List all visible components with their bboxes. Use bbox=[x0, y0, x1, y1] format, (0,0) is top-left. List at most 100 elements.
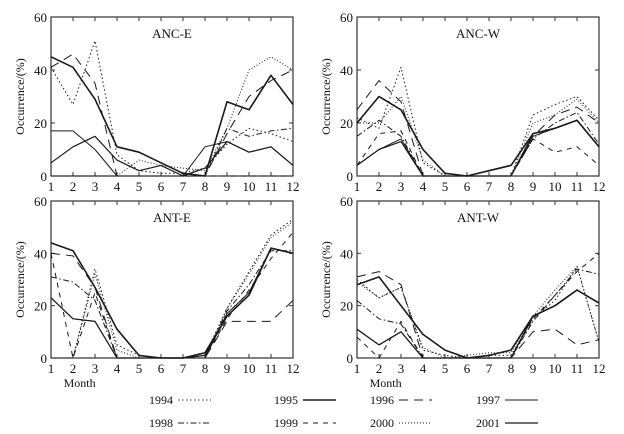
y-tick-label: 60 bbox=[34, 194, 47, 209]
x-tick-label: 10 bbox=[243, 361, 256, 376]
legend-label: 2000 bbox=[370, 416, 394, 430]
x-tick-label: 3 bbox=[398, 361, 405, 376]
series-line-1998 bbox=[356, 268, 600, 359]
panel-anc-e: 1 2 3 4 5 6 7 8 9 10 11 120204060Occurrence/(%)ANC-… bbox=[13, 10, 300, 194]
series-line-1998 bbox=[50, 250, 293, 359]
x-tick-label: 4 bbox=[114, 361, 121, 376]
y-tick-label: 40 bbox=[340, 63, 353, 78]
x-tick-label: 1 bbox=[48, 361, 55, 376]
series-line-1995 bbox=[356, 95, 600, 177]
series-line-1999 bbox=[50, 232, 294, 359]
series-line-1994 bbox=[50, 40, 294, 174]
x-tick-label: 6 bbox=[158, 361, 165, 376]
x-tick-label: 2 bbox=[70, 361, 77, 376]
y-tick-label: 60 bbox=[340, 194, 353, 209]
y-tick-label: 20 bbox=[34, 116, 47, 131]
x-tick-label: 6 bbox=[464, 361, 471, 376]
x-tick-label: 12 bbox=[287, 361, 300, 376]
legend-label: 1997 bbox=[476, 393, 500, 407]
x-tick-label: 9 bbox=[530, 361, 537, 376]
x-tick-label: 4 bbox=[114, 179, 121, 194]
y-tick-label: 60 bbox=[34, 10, 47, 25]
series-line-2000 bbox=[51, 221, 294, 359]
panel-title: ANC-E bbox=[152, 26, 192, 41]
series-line-1994 bbox=[356, 66, 600, 177]
x-tick-label: 5 bbox=[136, 179, 143, 194]
y-tick-label: 20 bbox=[34, 299, 47, 314]
series-line-1997 bbox=[51, 130, 294, 177]
x-tick-label: 12 bbox=[593, 361, 606, 376]
y-axis-label: Occurrence/(%) bbox=[319, 58, 333, 135]
x-tick-label: 10 bbox=[549, 361, 562, 376]
x-tick-label: 8 bbox=[508, 361, 515, 376]
x-tick-label: 7 bbox=[180, 361, 187, 376]
x-tick-label: 10 bbox=[243, 179, 256, 194]
x-tick-label: 3 bbox=[398, 179, 405, 194]
y-tick-label: 40 bbox=[34, 63, 47, 78]
x-tick-label: 11 bbox=[571, 361, 584, 376]
x-tick-label: 2 bbox=[376, 179, 383, 194]
y-tick-label: 0 bbox=[347, 351, 354, 366]
y-tick-label: 40 bbox=[340, 246, 353, 261]
legend-label: 1995 bbox=[274, 393, 298, 407]
y-tick-label: 0 bbox=[41, 351, 48, 366]
x-axis-label: Month bbox=[370, 376, 402, 390]
x-tick-label: 11 bbox=[571, 179, 584, 194]
y-tick-label: 60 bbox=[340, 10, 353, 25]
x-tick-label: 8 bbox=[508, 179, 515, 194]
legend-item-1996: 1996 bbox=[370, 393, 432, 407]
y-tick-label: 0 bbox=[347, 169, 354, 184]
y-tick-label: 20 bbox=[340, 299, 353, 314]
legend-item-1997: 1997 bbox=[476, 393, 538, 407]
series-line-1999 bbox=[356, 252, 600, 359]
legend-label: 1998 bbox=[149, 416, 173, 430]
series-line-2001 bbox=[50, 135, 294, 177]
x-tick-label: 11 bbox=[265, 361, 278, 376]
legend-item-1999: 1999 bbox=[274, 416, 336, 430]
legend-label: 1999 bbox=[274, 416, 298, 430]
x-tick-label: 5 bbox=[442, 179, 449, 194]
series-line-1996 bbox=[356, 80, 600, 177]
x-tick-label: 6 bbox=[158, 179, 165, 194]
series-line-1997 bbox=[356, 119, 600, 177]
series-line-2000 bbox=[357, 96, 600, 177]
x-tick-label: 8 bbox=[202, 179, 209, 194]
x-tick-label: 10 bbox=[549, 179, 562, 194]
y-axis-label: Occurrence/(%) bbox=[13, 241, 27, 318]
x-tick-label: 1 bbox=[48, 179, 55, 194]
legend-label: 1996 bbox=[370, 393, 394, 407]
legend: 1994 1995 1996 1997 1998 1999 2000 2001 bbox=[149, 393, 538, 430]
y-axis-label: Occurrence/(%) bbox=[13, 58, 27, 135]
series-line-2001 bbox=[50, 247, 294, 359]
x-tick-label: 6 bbox=[464, 179, 471, 194]
series-line-2001 bbox=[356, 289, 600, 359]
panel-title: ANT-W bbox=[457, 210, 500, 225]
series-line-1995 bbox=[50, 56, 294, 177]
x-tick-label: 5 bbox=[442, 361, 449, 376]
panel-title: ANT-E bbox=[153, 210, 191, 225]
series-line-1996 bbox=[356, 271, 600, 359]
series-line-1994 bbox=[356, 265, 600, 359]
panel-anc-w: 1 2 3 4 5 6 7 8 9 10 11 120204060Occurrence/(%)ANC-… bbox=[319, 10, 606, 194]
legend-label: 1994 bbox=[149, 393, 173, 407]
x-tick-label: 7 bbox=[486, 179, 493, 194]
series-line-1996 bbox=[50, 252, 294, 359]
x-tick-label: 4 bbox=[420, 179, 427, 194]
x-tick-label: 9 bbox=[530, 179, 537, 194]
series-line-1994 bbox=[51, 218, 294, 359]
legend-item-1994: 1994 bbox=[149, 393, 211, 407]
legend-label: 2001 bbox=[476, 416, 500, 430]
panel-title: ANC-W bbox=[456, 26, 501, 41]
x-axis-label: Month bbox=[64, 376, 96, 390]
series-line-2000 bbox=[51, 56, 294, 177]
x-tick-label: 7 bbox=[180, 179, 187, 194]
x-tick-label: 7 bbox=[486, 361, 493, 376]
x-tick-label: 1 bbox=[354, 179, 361, 194]
legend-item-2001: 2001 bbox=[476, 416, 538, 430]
series-line-1999 bbox=[356, 130, 600, 177]
x-tick-label: 2 bbox=[376, 361, 383, 376]
series-line-1996 bbox=[50, 53, 294, 177]
x-tick-label: 3 bbox=[92, 179, 99, 194]
x-tick-label: 9 bbox=[224, 179, 231, 194]
